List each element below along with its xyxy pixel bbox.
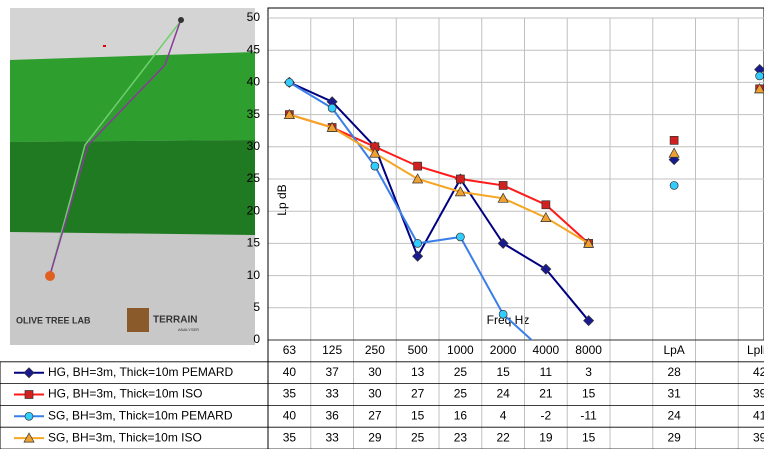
x-tick-label: 250 (365, 343, 385, 357)
table-cell: 19 (539, 430, 553, 444)
y-tick-label: 50 (247, 10, 261, 24)
table-cell: 15 (411, 408, 425, 422)
marker (413, 251, 423, 261)
x-tick-label: 1000 (447, 343, 474, 357)
table-cell: 11 (540, 365, 553, 379)
marker (499, 310, 507, 318)
marker (756, 72, 764, 80)
render-ground (10, 8, 255, 60)
table-cell: 28 (667, 365, 681, 379)
table-cell: 25 (411, 430, 425, 444)
plot-frame (268, 8, 764, 340)
render-slab (10, 52, 255, 142)
table-cell: 37 (325, 365, 339, 379)
x-tick-label: 4000 (533, 343, 560, 357)
table-cell: 29 (368, 430, 382, 444)
table-cell: 13 (411, 365, 425, 379)
table-cell: 30 (368, 365, 382, 379)
product-sub: ANALYSER (178, 327, 199, 332)
table-cell: 25 (454, 387, 468, 401)
x-axis-label: Freq Hz (487, 313, 530, 327)
table-cell: 31 (667, 387, 681, 401)
marker (542, 201, 550, 209)
marker (414, 239, 422, 247)
product: TERRAIN (153, 315, 197, 326)
table-cell: 4 (500, 408, 507, 422)
table-cell: 40 (283, 408, 297, 422)
marker (670, 136, 678, 144)
table-cell: 39 (753, 387, 764, 401)
marker (328, 104, 336, 112)
marker (24, 368, 34, 378)
y-tick-label: 15 (247, 236, 261, 250)
source (45, 271, 55, 281)
y-tick-label: 0 (253, 332, 260, 346)
table-cell: 40 (283, 365, 297, 379)
table-cell: 15 (582, 387, 596, 401)
table-cell: 3 (585, 365, 592, 379)
marker (499, 181, 507, 189)
table-cell: 29 (667, 430, 681, 444)
table-cell: 35 (283, 430, 297, 444)
table-cell: 27 (411, 387, 425, 401)
table-cell: 33 (325, 387, 339, 401)
table-cell: 35 (283, 387, 297, 401)
marker (414, 162, 422, 170)
table-cell: 41 (753, 408, 764, 422)
marker (456, 233, 464, 241)
y-tick-label: 45 (247, 42, 261, 56)
x-tick-label: Lplin (747, 343, 764, 357)
table-cell: 39 (753, 430, 764, 444)
x-tick-label: 500 (408, 343, 428, 357)
table-cell: 27 (368, 408, 382, 422)
y-tick-label: 40 (247, 75, 261, 89)
marker (371, 162, 379, 170)
table-cell: 24 (496, 387, 510, 401)
x-tick-label: 2000 (490, 343, 517, 357)
table-cell: 25 (454, 365, 468, 379)
table-cell: 42 (753, 365, 764, 379)
table-cell: 21 (539, 387, 553, 401)
y-tick-label: 25 (247, 171, 261, 185)
table-cell: 15 (496, 365, 510, 379)
brand: OLIVE TREE LAB (16, 315, 91, 325)
table-cell: -2 (541, 408, 552, 422)
y-tick-label: 10 (247, 268, 261, 282)
logo (127, 308, 149, 332)
receiver (178, 17, 184, 23)
marker (456, 175, 464, 183)
y-tick-label: 30 (247, 139, 261, 153)
x-tick-label: LpA (663, 343, 684, 357)
y-tick-label: 20 (247, 203, 261, 217)
y-tick-label: 35 (247, 107, 261, 121)
x-tick-label: 125 (322, 343, 342, 357)
marker (669, 148, 679, 157)
table-cell: 30 (368, 387, 382, 401)
table-cell: 16 (454, 408, 468, 422)
legend-label: SG, BH=3m, Thick=10m PEMARD (48, 408, 233, 422)
chart: OLIVE TREE LAB TERRAIN ANALYSER Lp dB Fr… (0, 0, 764, 449)
x-tick-label: 63 (283, 343, 297, 357)
render-slab-side (10, 140, 255, 235)
marker (25, 412, 33, 420)
marker (285, 78, 293, 86)
x-tick-label: 8000 (575, 343, 602, 357)
table-cell: 15 (582, 430, 596, 444)
legend-label: HG, BH=3m, Thick=10m ISO (48, 387, 203, 401)
y-tick-label: 5 (253, 300, 260, 314)
marker (103, 45, 106, 47)
terrain-render: OLIVE TREE LAB TERRAIN ANALYSER (10, 8, 255, 345)
table-cell: 36 (325, 408, 339, 422)
table-cell: 22 (496, 430, 510, 444)
table-cell: 23 (454, 430, 468, 444)
table-cell: -11 (580, 408, 597, 422)
marker (670, 181, 678, 189)
table-cell: 24 (667, 408, 681, 422)
legend-label: SG, BH=3m, Thick=10m ISO (48, 430, 202, 444)
marker (25, 391, 33, 399)
legend-label: HG, BH=3m, Thick=10m PEMARD (48, 365, 233, 379)
table-cell: 33 (325, 430, 339, 444)
